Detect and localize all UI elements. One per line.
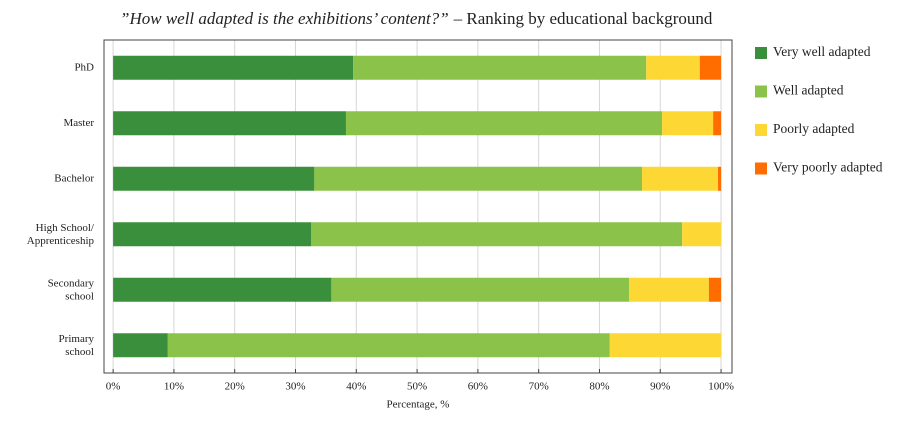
legend-label: Very well adapted bbox=[773, 44, 871, 59]
bar-segment bbox=[167, 333, 610, 358]
bar-segment bbox=[113, 55, 354, 80]
legend-label: Poorly adapted bbox=[773, 121, 855, 136]
y-tick-label: Master bbox=[63, 117, 94, 129]
x-axis-label: Percentage, % bbox=[387, 399, 450, 411]
plot-frame bbox=[103, 39, 733, 374]
x-tick-label: 80% bbox=[589, 381, 609, 393]
title-question: ”How well adapted is the exhibitions’ co… bbox=[120, 9, 449, 28]
bar-segment bbox=[699, 55, 722, 80]
legend-swatch bbox=[755, 124, 767, 136]
bar-segment bbox=[642, 166, 719, 191]
bar-segment bbox=[113, 111, 346, 136]
chart-title: ”How well adapted is the exhibitions’ co… bbox=[120, 9, 713, 28]
bar-segment bbox=[713, 111, 722, 136]
legend-swatch bbox=[755, 47, 767, 59]
bar-segment bbox=[113, 166, 315, 191]
x-tick-label: 100% bbox=[708, 381, 734, 393]
legend-swatch bbox=[755, 162, 767, 175]
legend-label: Well adapted bbox=[773, 83, 844, 98]
x-tick-label: 20% bbox=[225, 381, 245, 393]
bar-segment bbox=[353, 55, 647, 80]
y-tick-label: High School/Apprenticeship bbox=[27, 221, 95, 246]
bar-segment bbox=[314, 166, 643, 191]
bar-segment bbox=[311, 222, 683, 247]
bar-segment bbox=[718, 166, 722, 191]
y-tick-label: Bachelor bbox=[54, 172, 94, 184]
bar-segment bbox=[345, 111, 663, 136]
bar-segment bbox=[708, 277, 722, 302]
bar-segment bbox=[662, 111, 714, 136]
bar-segment bbox=[682, 222, 722, 247]
x-tick-label: 30% bbox=[285, 381, 305, 393]
y-tick-label: PhD bbox=[74, 61, 94, 73]
x-tick-label: 10% bbox=[164, 381, 184, 393]
bar-segment bbox=[629, 277, 709, 302]
legend-label: Very poorly adapted bbox=[773, 160, 883, 175]
bar-segment bbox=[113, 333, 168, 358]
y-tick-label: Secondary school bbox=[48, 277, 95, 302]
title-subtitle: – Ranking by educational background bbox=[453, 9, 713, 28]
x-tick-label: 50% bbox=[407, 381, 427, 393]
bar-segment bbox=[646, 55, 700, 80]
legend-swatch bbox=[755, 85, 767, 98]
bar-segment bbox=[609, 333, 722, 358]
x-tick-label: 40% bbox=[346, 381, 366, 393]
x-tick-label: 60% bbox=[468, 381, 488, 393]
y-tick-label: Primary school bbox=[59, 332, 95, 357]
bar-segment bbox=[113, 277, 332, 302]
bar-segment bbox=[113, 222, 312, 247]
x-tick-label: 70% bbox=[529, 381, 549, 393]
bar-segment bbox=[331, 277, 630, 302]
x-tick-label: 90% bbox=[650, 381, 670, 393]
x-tick-label: 0% bbox=[106, 381, 121, 393]
